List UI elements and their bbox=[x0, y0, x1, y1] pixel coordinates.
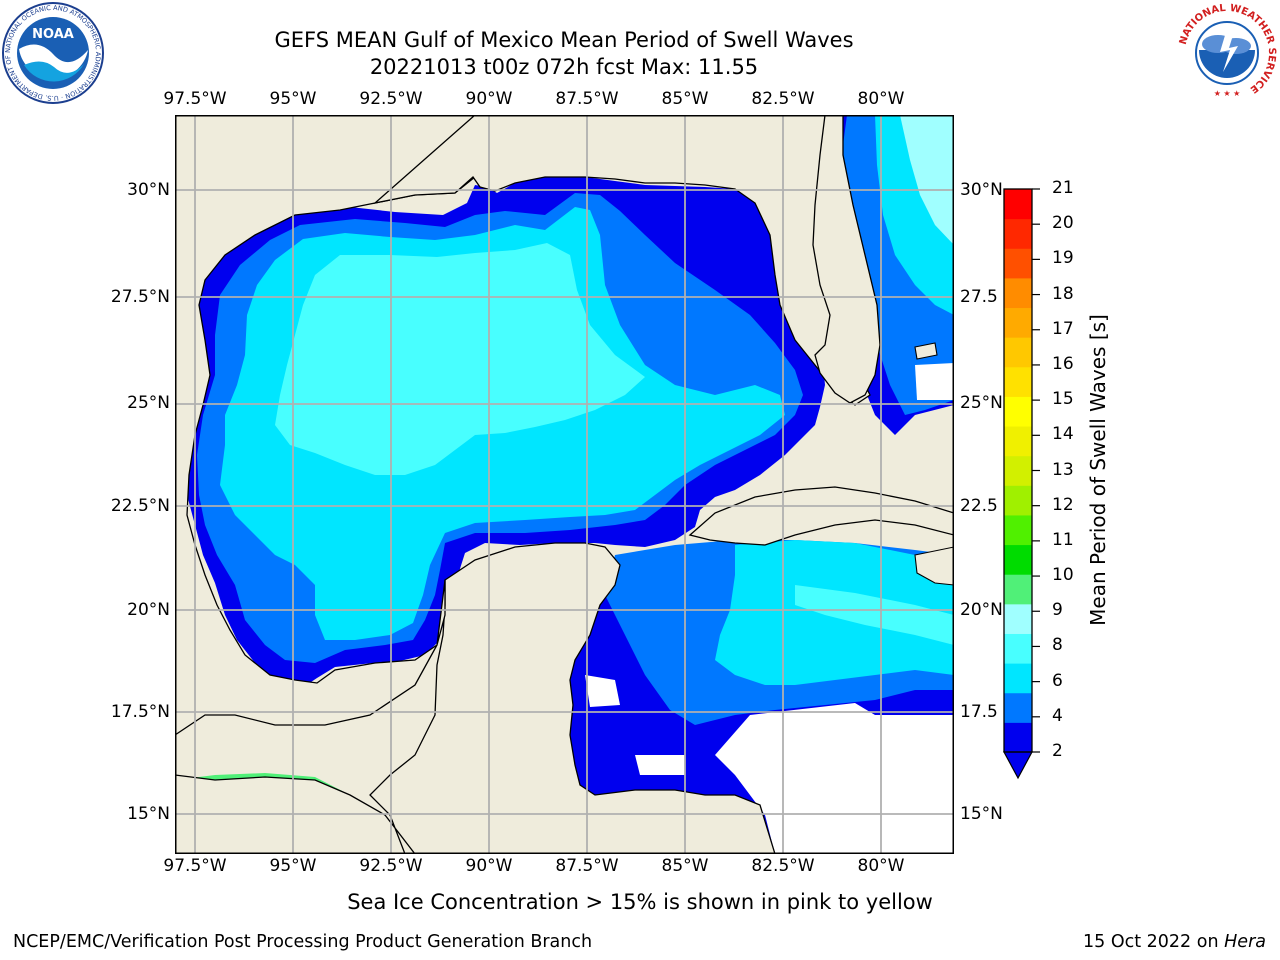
colorbar-tick-label: 18 bbox=[1052, 283, 1074, 304]
lon-tick-top: 85°W bbox=[661, 89, 709, 109]
colorbar-band bbox=[1004, 426, 1032, 457]
colorbar-tick-label: 19 bbox=[1052, 248, 1074, 269]
lon-tick-bottom: 95°W bbox=[269, 856, 317, 876]
colorbar-band bbox=[1004, 485, 1032, 516]
colorbar-band bbox=[1004, 603, 1032, 634]
colorbar-band bbox=[1004, 692, 1032, 723]
colorbar-tick-label: 8 bbox=[1052, 635, 1063, 656]
lon-tick-bottom: 90°W bbox=[465, 856, 513, 876]
map-panel bbox=[175, 115, 954, 854]
lon-tick-bottom: 87.5°W bbox=[555, 856, 619, 876]
lat-tick-left: 17.5°N bbox=[110, 702, 170, 722]
colorbar-tick-label: 17 bbox=[1052, 318, 1074, 339]
lat-tick-right: 17.5 bbox=[960, 702, 998, 722]
nws-logo: NATIONAL WEATHER SERVICE ★ ★ ★ bbox=[1178, 3, 1277, 102]
lon-tick-top: 97.5°W bbox=[163, 89, 227, 109]
colorbar-tick-label: 2 bbox=[1052, 741, 1063, 761]
lon-tick-top: 92.5°W bbox=[359, 89, 423, 109]
lat-tick-right: 15°N bbox=[960, 804, 1003, 824]
sea-ice-note: Sea Ice Concentration > 15% is shown in … bbox=[347, 890, 933, 914]
colorbar-tick-label: 21 bbox=[1052, 178, 1074, 198]
colorbar-band bbox=[1004, 396, 1032, 427]
lat-tick-right: 22.5 bbox=[960, 496, 998, 516]
colorbar-band bbox=[1004, 366, 1032, 397]
no-data-patch-2 bbox=[635, 755, 685, 775]
colorbar-band bbox=[1004, 189, 1032, 220]
lat-tick-left: 22.5°N bbox=[110, 496, 170, 516]
colorbar-tick-label: 4 bbox=[1052, 705, 1063, 726]
footer-date: 15 Oct 2022 on Hera bbox=[1083, 932, 1266, 952]
land-cuba bbox=[688, 486, 954, 546]
lat-tick-left: 20°N bbox=[127, 600, 170, 620]
colorbar-tick-label: 14 bbox=[1052, 424, 1074, 445]
lat-tick-left: 27.5°N bbox=[110, 287, 170, 307]
colorbar-band bbox=[1004, 722, 1032, 753]
land-yucatan bbox=[175, 542, 776, 854]
no-data-area-2 bbox=[785, 805, 825, 854]
colorbar-tick-label: 15 bbox=[1052, 389, 1074, 410]
lat-tick-right: 30°N bbox=[960, 180, 1003, 200]
colorbar bbox=[1002, 188, 1040, 780]
lon-tick-top: 82.5°W bbox=[751, 89, 815, 109]
colorbar-band bbox=[1004, 663, 1032, 694]
map-title: GEFS MEAN Gulf of Mexico Mean Period of … bbox=[274, 28, 854, 52]
colorbar-band bbox=[1004, 248, 1032, 279]
colorbar-tick-label: 11 bbox=[1052, 529, 1074, 550]
footer-date-text: 15 Oct 2022 on bbox=[1083, 932, 1219, 952]
lat-tick-right: 25°N bbox=[960, 393, 1003, 413]
colorbar-band bbox=[1004, 307, 1032, 338]
colorbar-label: Mean Period of Swell Waves [s] bbox=[1086, 314, 1110, 626]
colorbar-band bbox=[1004, 218, 1032, 249]
colorbar-band bbox=[1004, 574, 1032, 605]
graticule bbox=[175, 115, 954, 854]
lon-tick-top: 87.5°W bbox=[555, 89, 619, 109]
map-frame bbox=[175, 115, 954, 854]
footer-org: NCEP/EMC/Verification Post Processing Pr… bbox=[13, 932, 593, 952]
caribbean-contour-8 bbox=[795, 585, 954, 645]
lon-tick-bottom: 92.5°W bbox=[359, 856, 423, 876]
colorbar-tick-label: 10 bbox=[1052, 565, 1074, 586]
lat-tick-right: 20°N bbox=[960, 600, 1003, 620]
svg-text:NOAA: NOAA bbox=[32, 27, 74, 42]
footer-machine: Hera bbox=[1224, 932, 1266, 952]
lon-tick-top: 90°W bbox=[465, 89, 513, 109]
land-hispaniola bbox=[914, 546, 954, 586]
colorbar-extend-arrow bbox=[1002, 751, 1034, 780]
lon-tick-bottom: 82.5°W bbox=[751, 856, 815, 876]
lon-tick-bottom: 85°W bbox=[661, 856, 709, 876]
map-subtitle: 20221013 t00z 072h fcst Max: 11.55 bbox=[369, 55, 759, 79]
colorbar-tick-label: 12 bbox=[1052, 494, 1074, 515]
colorbar-band bbox=[1004, 337, 1032, 368]
no-data-patch bbox=[585, 675, 620, 707]
lat-tick-left: 30°N bbox=[127, 180, 170, 200]
colorbar-tick-label: 20 bbox=[1052, 213, 1074, 234]
lat-tick-left: 25°N bbox=[127, 393, 170, 413]
gulf-contour-8 bbox=[275, 243, 645, 475]
lon-tick-top: 80°W bbox=[857, 89, 905, 109]
colorbar-band bbox=[1004, 455, 1032, 486]
colorbar-tick-label: 13 bbox=[1052, 459, 1074, 480]
atlantic-contour-8-9 bbox=[900, 115, 954, 245]
lat-tick-right: 27.5 bbox=[960, 287, 998, 307]
lon-tick-top: 95°W bbox=[269, 89, 317, 109]
lon-tick-bottom: 97.5°W bbox=[163, 856, 227, 876]
colorbar-band bbox=[1004, 514, 1032, 546]
colorbar-tick-label: 6 bbox=[1052, 670, 1063, 691]
land-bahamas bbox=[914, 342, 938, 360]
colorbar-band bbox=[1004, 544, 1032, 575]
lat-tick-left: 15°N bbox=[127, 804, 170, 824]
colorbar-tick-label: 16 bbox=[1052, 353, 1074, 374]
colorbar-band bbox=[1004, 633, 1032, 664]
lon-tick-bottom: 80°W bbox=[857, 856, 905, 876]
colorbar-band bbox=[1004, 277, 1032, 309]
colorbar-tick-label: 9 bbox=[1052, 600, 1063, 621]
noaa-logo: NATIONAL OCEANIC AND ATMOSPHERIC ADMINIS… bbox=[2, 2, 104, 104]
land-florida bbox=[812, 115, 881, 404]
no-data-patch-3 bbox=[915, 363, 954, 400]
no-data-area bbox=[715, 703, 954, 854]
svg-text:★ ★ ★: ★ ★ ★ bbox=[1214, 89, 1241, 98]
